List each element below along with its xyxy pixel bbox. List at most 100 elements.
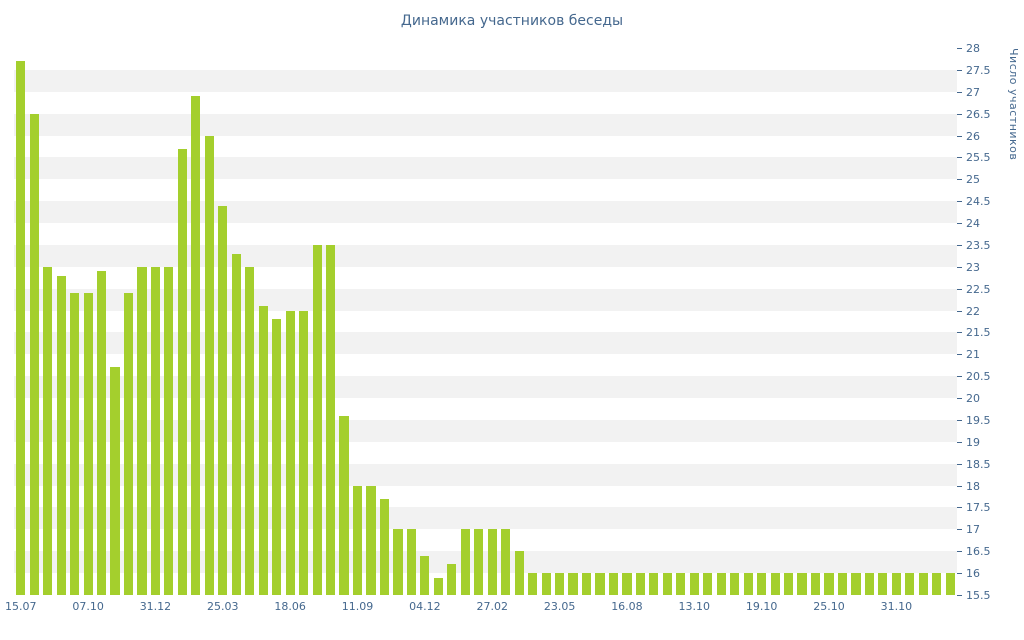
- bar-61: [837, 573, 848, 595]
- bar-54: [743, 573, 753, 595]
- y-axis-title: Число участников: [1007, 48, 1020, 161]
- bar-62: [851, 573, 861, 595]
- bar-18: [258, 306, 268, 595]
- x-tick-label: 27.02: [476, 600, 508, 613]
- bar-38: [528, 573, 538, 595]
- y-tick-label: 27.5: [966, 63, 991, 77]
- bar-60: [824, 573, 834, 595]
- bar-46: [635, 573, 645, 595]
- y-tick-label: 22.5: [966, 282, 991, 296]
- bar-26: [366, 485, 376, 595]
- y-tick-mark: [957, 48, 962, 49]
- y-tick-mark: [957, 463, 962, 465]
- x-tick-label: 18.06: [274, 600, 306, 613]
- y-tick-mark: [957, 398, 962, 400]
- y-tick-label: 25: [966, 173, 980, 187]
- y-tick-mark: [957, 551, 962, 553]
- bar-40: [555, 573, 565, 595]
- y-tick-mark: [957, 288, 962, 290]
- bar-20: [285, 310, 295, 595]
- bar-28: [393, 529, 403, 595]
- y-tick-mark: [957, 266, 962, 268]
- bar-33: [460, 529, 470, 595]
- y-tick-label: 27: [966, 85, 980, 99]
- bar-30: [420, 555, 430, 595]
- y-tick-label: 17.5: [966, 501, 991, 515]
- bar-68: [932, 573, 942, 595]
- grid-band: [14, 201, 957, 224]
- bar-55: [757, 573, 767, 595]
- bar-36: [501, 529, 511, 595]
- bar-65: [891, 573, 901, 595]
- x-tick-label: 16.08: [611, 600, 643, 613]
- y-tick-label: 20: [966, 392, 980, 406]
- y-tick-mark: [957, 441, 962, 443]
- y-tick-label: 28: [966, 42, 980, 55]
- bar-1: [29, 113, 39, 595]
- y-tick-label: 20.5: [966, 370, 991, 384]
- bar-64: [878, 573, 888, 595]
- y-tick-label: 18: [966, 479, 980, 493]
- y-tick-mark: [957, 201, 962, 203]
- bar-51: [703, 573, 713, 595]
- y-tick-mark: [957, 91, 962, 93]
- x-tick-label: 25.03: [207, 600, 239, 613]
- y-tick-label: 23.5: [966, 238, 991, 252]
- y-tick-mark: [957, 332, 962, 334]
- y-tick-label: 24.5: [966, 195, 991, 209]
- bar-34: [474, 529, 484, 595]
- y-tick-mark: [957, 485, 962, 487]
- y-tick-mark: [957, 157, 962, 159]
- y-tick-mark: [957, 310, 962, 312]
- bar-21: [299, 310, 309, 595]
- bar-27: [379, 498, 390, 595]
- grid-band: [14, 157, 957, 180]
- y-tick-label: 21.5: [966, 326, 991, 340]
- bar-57: [784, 573, 794, 595]
- bar-67: [918, 573, 928, 595]
- x-tick-label: 23.05: [543, 600, 576, 613]
- y-tick-label: 21: [966, 348, 980, 362]
- y-tick-mark: [957, 507, 962, 509]
- bar-23: [325, 244, 336, 595]
- x-tick-label: 15.07: [4, 600, 37, 613]
- bar-39: [541, 573, 551, 595]
- bar-45: [622, 573, 632, 595]
- grid-band: [14, 113, 957, 136]
- x-axis: 15.07 07.10 31.12 25.03 18.06 11.09 04.12 27.02…: [5, 600, 957, 620]
- bar-52: [716, 573, 726, 595]
- bar-43: [595, 573, 605, 595]
- x-tick-label: 25.10: [813, 600, 845, 613]
- y-tick-mark: [957, 595, 962, 596]
- y-tick-label: 25.5: [966, 151, 991, 165]
- y-tick-label: 24: [966, 217, 980, 231]
- y-tick-label: 22: [966, 304, 980, 318]
- bar-11: [164, 266, 174, 595]
- bar-56: [770, 573, 780, 595]
- bar-19: [272, 319, 282, 595]
- y-tick-label: 19.5: [966, 413, 991, 427]
- bar-9: [137, 266, 147, 595]
- bar-42: [581, 573, 592, 595]
- bar-17: [245, 266, 255, 595]
- x-tick-label: 31.12: [139, 600, 172, 613]
- bar-16: [231, 253, 241, 595]
- x-tick-label: 31.10: [880, 600, 913, 613]
- x-tick-label: 19.10: [745, 600, 778, 613]
- x-tick-label: 13.10: [678, 600, 711, 613]
- grid-band: [14, 244, 957, 267]
- bar-58: [797, 573, 807, 595]
- bar-50: [689, 573, 699, 595]
- bar-25: [352, 485, 363, 595]
- y-tick-label: 16: [966, 567, 980, 581]
- x-tick-label: 11.09: [341, 600, 374, 613]
- y-tick-mark: [957, 529, 962, 531]
- y-tick-label: 15.5: [966, 589, 991, 602]
- y-axis: 28 27.5 27 26.5 26 25.5 25 24.5 24 23.5 23 22.5 22 21…: [957, 43, 1002, 601]
- y-tick-mark: [957, 244, 962, 246]
- bar-69: [945, 573, 955, 595]
- y-tick-label: 23: [966, 260, 980, 274]
- y-tick-mark: [957, 223, 962, 225]
- bar-63: [864, 573, 874, 595]
